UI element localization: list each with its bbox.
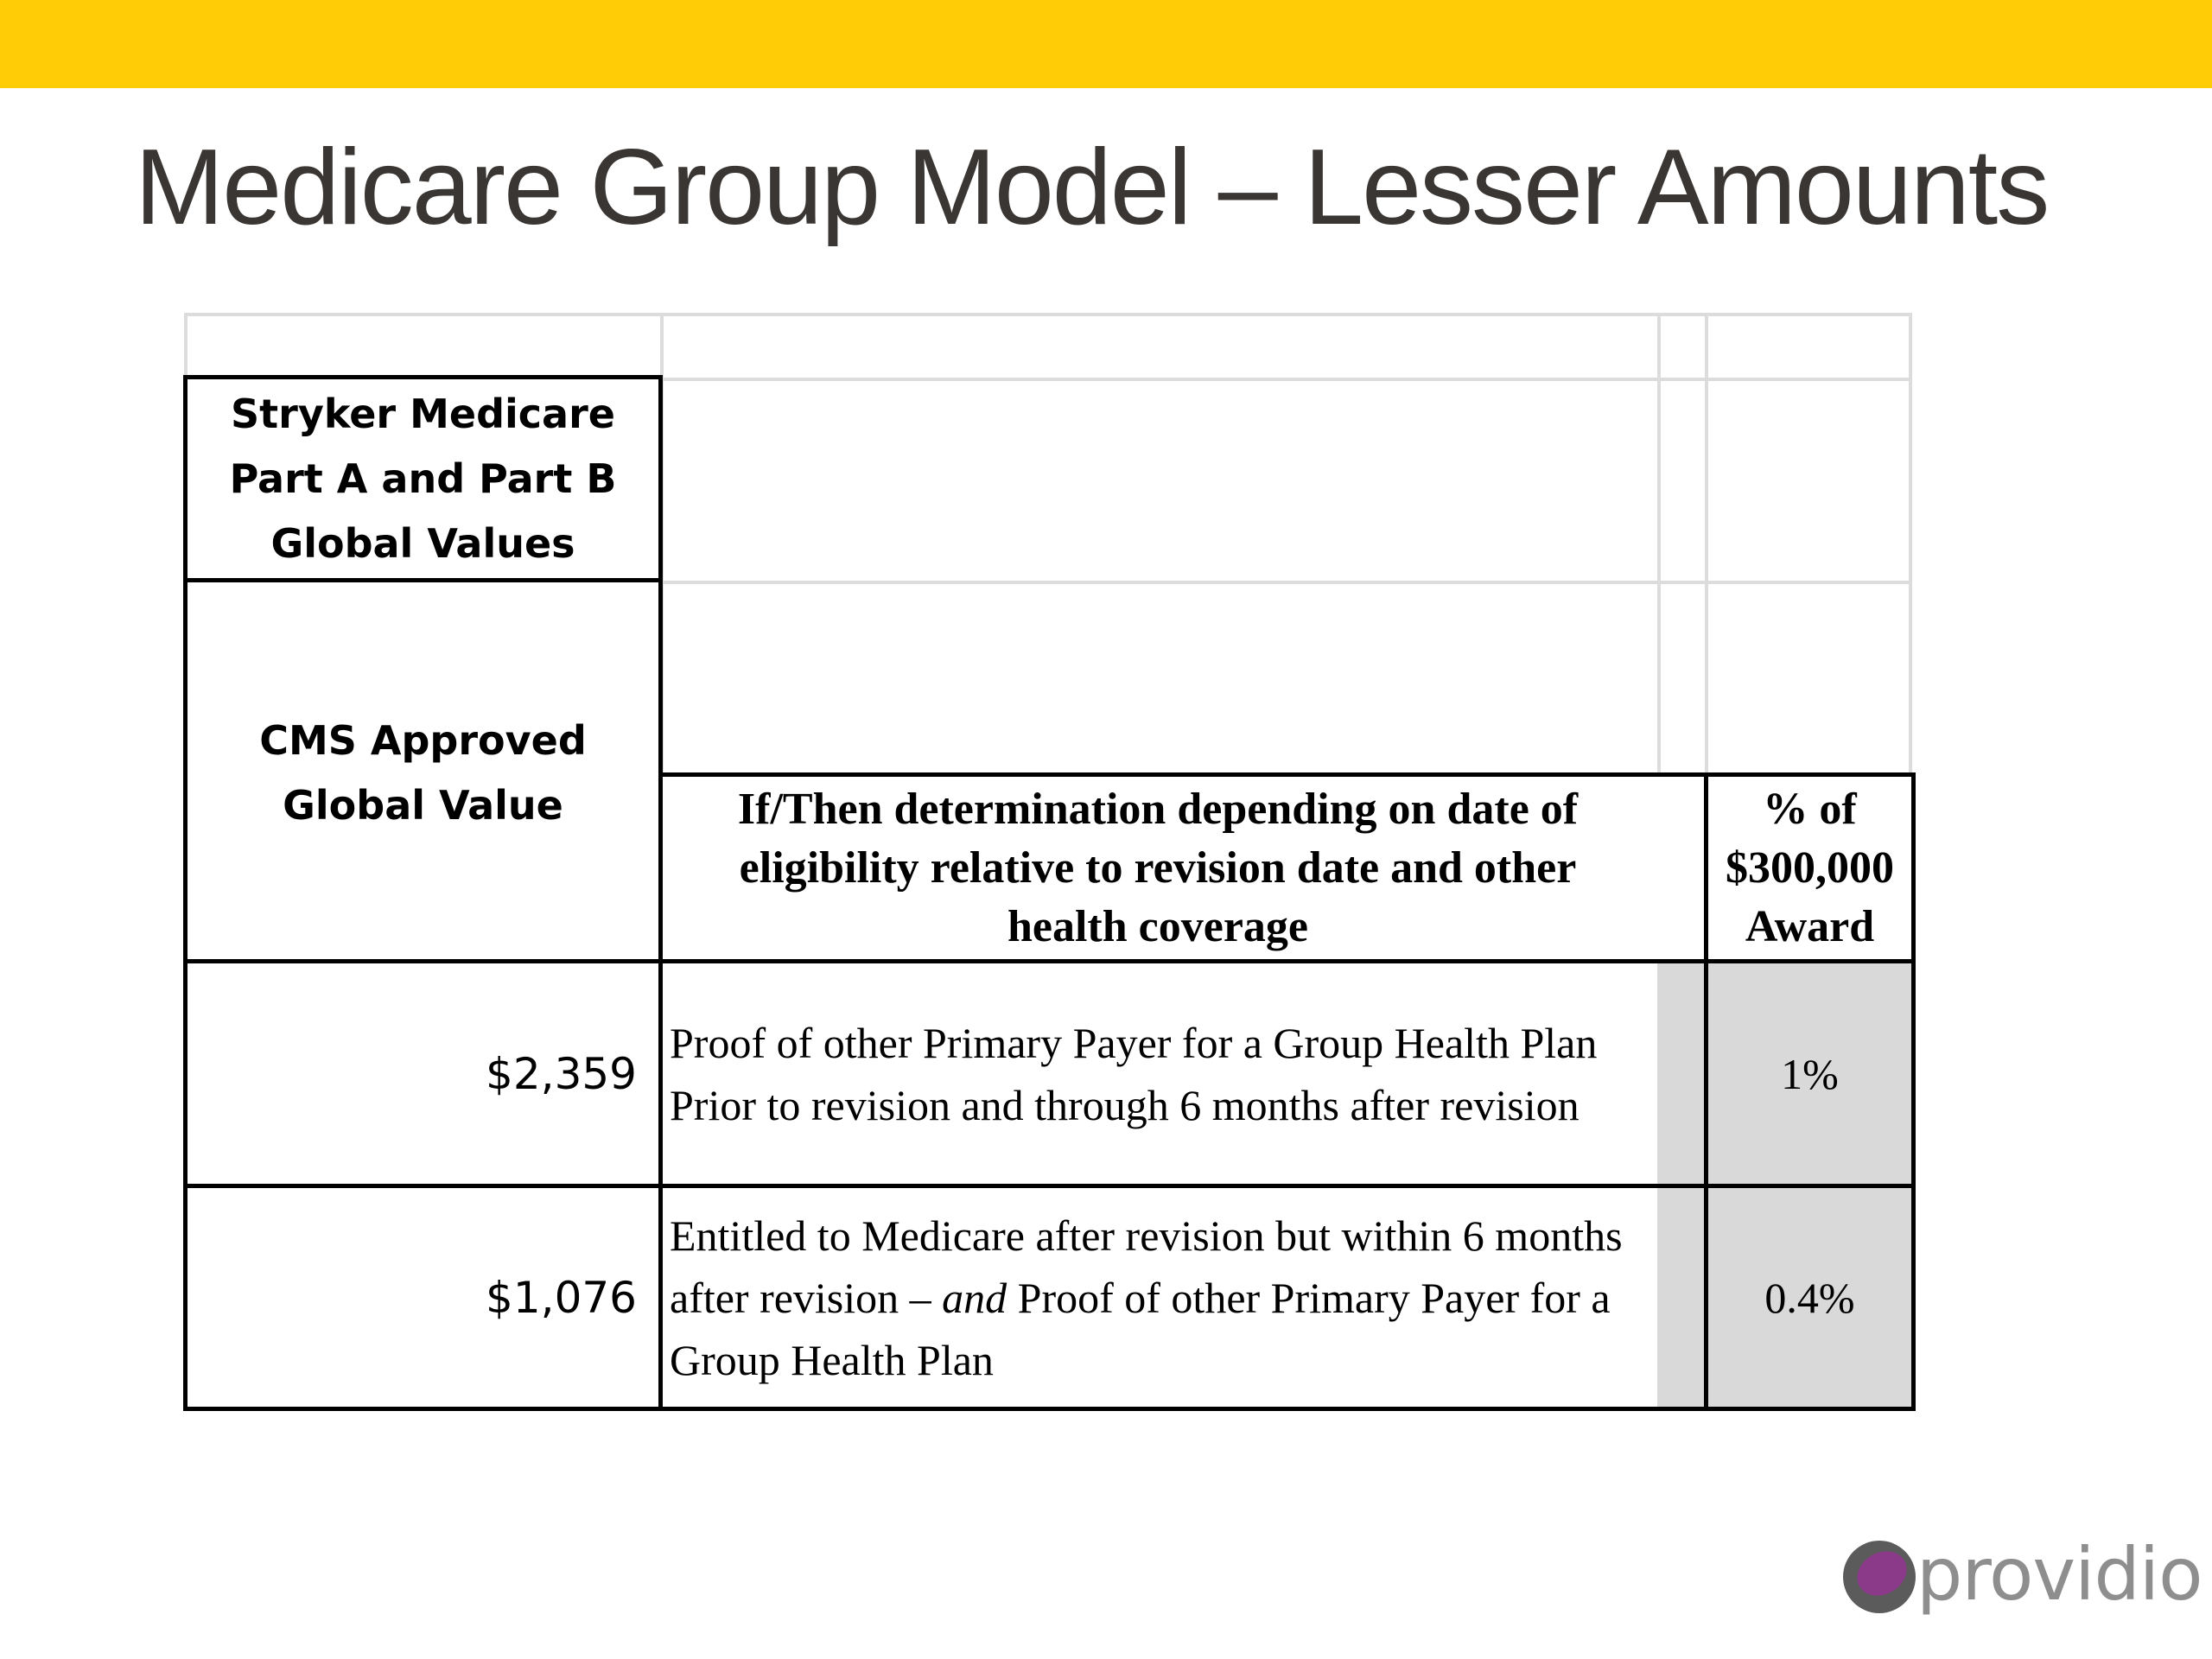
row-2-value-text: $1,076 [486,1272,637,1323]
grid-right-top [1909,313,1912,775]
row-2-description-and: and [942,1273,1007,1322]
header-ifthen: If/Then determination depending on date … [691,777,1624,959]
header-ifthen-text: If/Then determination depending on date … [737,784,1579,951]
row-1-value-text: $2,359 [486,1048,637,1099]
grid-line-3 [660,581,1910,584]
row-2-percent-text: 0.4% [1764,1273,1855,1322]
border-h3 [659,772,1916,777]
header-global-values: Stryker Medicare Part A and Part B Globa… [188,380,658,578]
providio-logo-icon [1843,1541,1916,1613]
row-1-percent-text: 1% [1781,1049,1839,1098]
border-h6 [183,1407,1916,1411]
grid-left-top [184,313,188,377]
header-cms-approved-text: CMS Approved Global Value [259,717,587,829]
header-percent: % of $300,000 Award [1708,777,1911,959]
header-global-values-text: Stryker Medicare Part A and Part B Globa… [229,391,617,567]
border-v-col1 [658,375,663,1411]
row-2-description-part1: Entitled to Medicare after revision but … [670,1211,1623,1322]
border-h4 [183,959,1916,963]
border-v-left [183,375,188,1411]
providio-logo: providio [1840,1529,2203,1624]
border-h5 [183,1184,1916,1188]
border-h1 [183,375,662,379]
grid-top-line [184,313,1910,316]
row-2-description-part2: Proof of other Primary Payer for a Group… [670,1273,1611,1384]
border-h2 [183,578,662,582]
table-row-1-description: Proof of other Primary Payer for a Group… [670,963,1657,1184]
slide-title: Medicare Group Model – Lesser Amounts [135,128,2050,247]
row-1-description-text: Proof of other Primary Payer for a Group… [670,1018,1598,1129]
row-2-description-text: Entitled to Medicare after revision but … [670,1205,1657,1391]
table-row-2-percent: 0.4% [1708,1188,1911,1407]
grid-line-2 [660,378,1910,381]
header-percent-text: % of $300,000 Award [1726,784,1894,951]
table-row-2-value: $1,076 [188,1188,637,1407]
border-v-right [1911,772,1916,1411]
grid-col2-top [1657,313,1661,775]
table-row-1-value: $2,359 [188,963,637,1184]
header-cms-approved: CMS Approved Global Value [188,709,658,847]
top-accent-bar [0,0,2212,88]
grid-col3-top [1705,313,1708,775]
table-row-2-description: Entitled to Medicare after revision but … [670,1188,1657,1407]
table-row-1-percent: 1% [1708,963,1911,1184]
providio-logo-text: providio [1916,1532,2203,1617]
border-v-col3 [1704,772,1708,1411]
